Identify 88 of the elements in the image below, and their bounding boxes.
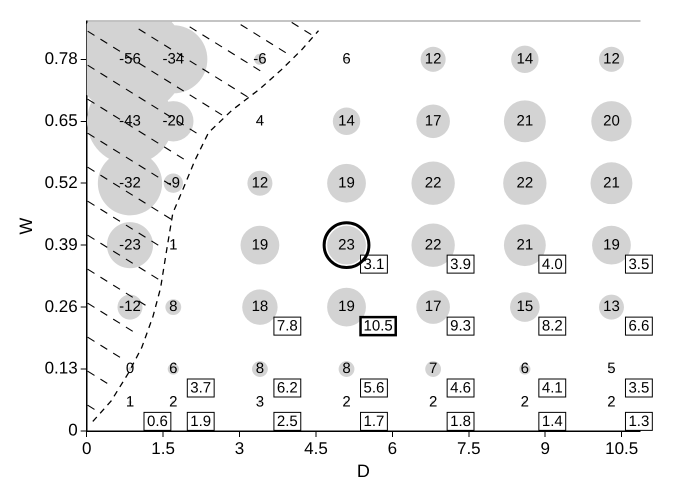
annotation: -9: [166, 174, 180, 192]
annotation: 5.6: [364, 380, 384, 397]
annotation: -34: [162, 50, 184, 68]
annotation: 3: [256, 394, 264, 411]
annotation: 22: [424, 236, 442, 254]
annotation: 6.6: [628, 318, 650, 335]
y-tick-label: 0.13: [44, 358, 78, 378]
annotation: -12: [119, 298, 141, 316]
x-tick-label: 3: [234, 438, 244, 458]
annotation: 21: [516, 236, 534, 254]
annotation: 7.8: [276, 318, 298, 335]
annotation: 2.5: [276, 413, 298, 430]
y-tick-label: 0.39: [44, 234, 78, 254]
x-tick-label: 6: [388, 438, 398, 458]
annotation: 3.9: [450, 256, 472, 273]
annotation: 1.9: [190, 413, 212, 430]
annotation: 4.6: [450, 380, 472, 397]
annotation: -6: [253, 50, 267, 68]
annotation: 19: [252, 236, 268, 254]
annotation: 6: [342, 50, 351, 68]
y-tick-label: 0.26: [44, 296, 78, 316]
y-tick-label: 0.78: [44, 49, 78, 68]
annotation: 1.8: [450, 413, 472, 430]
annotation: 5: [607, 360, 616, 378]
annotation: 17: [424, 298, 442, 316]
annotation: 2: [342, 394, 351, 411]
annotation: 4.0: [542, 256, 563, 273]
annotation: 21: [603, 174, 620, 192]
annotation: 3.5: [628, 256, 650, 273]
annotation: 8: [169, 298, 178, 316]
annotation: 3.5: [628, 380, 650, 397]
annotation: 1: [126, 394, 134, 411]
annotation: 12: [252, 174, 268, 192]
annotation: 8: [256, 360, 264, 378]
annotation: 15: [516, 298, 534, 316]
annotation: 6: [169, 360, 178, 378]
annotation: 8.2: [542, 318, 563, 335]
x-tick-label: 7.5: [456, 438, 481, 458]
annotation: 3.1: [364, 256, 384, 273]
annotation: 3.7: [190, 380, 212, 397]
annotation: 22: [424, 174, 442, 192]
annotation: 14: [338, 112, 355, 130]
annotation: 19: [338, 174, 355, 192]
annotation: 19: [338, 298, 355, 316]
annotation: -43: [119, 112, 141, 130]
annotation: 12: [424, 50, 442, 68]
annotation: 2: [520, 394, 530, 411]
annotation: -56: [119, 50, 141, 68]
annotation: 4.1: [542, 380, 563, 397]
annotation: 18: [252, 298, 268, 316]
x-tick-label: 9: [540, 438, 550, 458]
annotation: 7: [428, 360, 438, 378]
annotation: 2: [169, 394, 178, 411]
x-tick-label: 4.5: [304, 438, 328, 458]
annotation: -23: [119, 236, 141, 254]
annotation: 2: [607, 394, 616, 411]
annotation: 20: [603, 112, 620, 130]
annotation: 23: [338, 236, 355, 254]
x-axis-title: D: [356, 461, 370, 482]
annotation: 0.6: [146, 413, 168, 430]
x-tick-label: 1.5: [151, 438, 175, 458]
annotation: 1.3: [628, 413, 650, 430]
x-tick-label: 0: [82, 438, 92, 458]
annotation: 1: [169, 236, 178, 254]
annotation: 12: [603, 50, 620, 68]
annotation: 10.5: [364, 318, 393, 335]
annotation: 14: [516, 50, 534, 68]
annotation: 17: [424, 112, 442, 130]
annotation: 21: [516, 112, 534, 130]
annotation: 2: [428, 394, 438, 411]
annotation: 9.3: [450, 318, 472, 335]
y-tick-label: 0.52: [44, 172, 78, 192]
annotation: 13: [603, 298, 620, 316]
annotation: 22: [516, 174, 534, 192]
y-tick-label: 0.65: [44, 110, 78, 130]
annotation: 0: [126, 360, 134, 378]
annotation: -32: [119, 174, 141, 192]
annotation: -20: [162, 112, 184, 130]
y-tick-label: 0: [68, 420, 78, 440]
annotation: 8: [342, 360, 351, 378]
annotation: 19: [603, 236, 620, 254]
annotation: 6: [520, 360, 530, 378]
x-tick-label: 10.5: [605, 438, 638, 458]
annotation: 1.4: [542, 413, 563, 430]
y-axis-title: W: [16, 218, 36, 235]
annotation: 1.7: [364, 413, 384, 430]
annotation: 6.2: [276, 380, 298, 397]
annotation: 4: [256, 112, 264, 130]
